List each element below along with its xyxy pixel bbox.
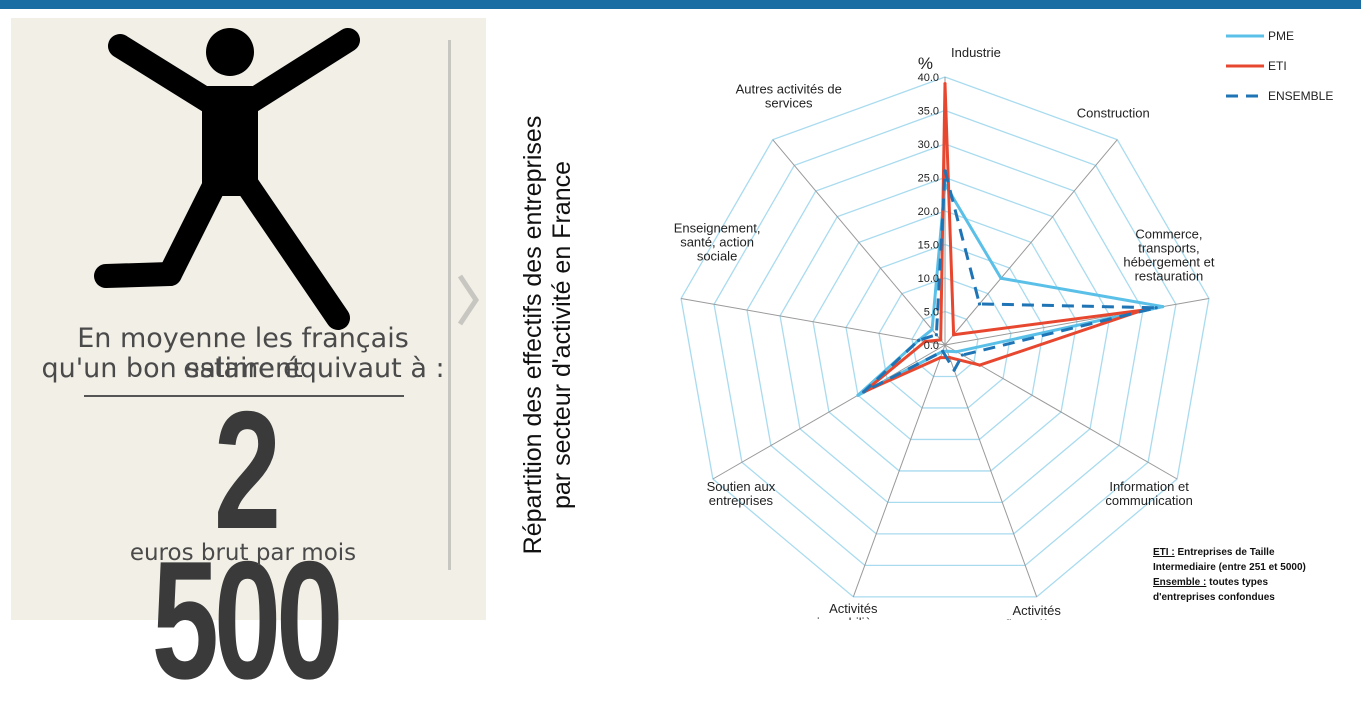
chart-footnote: ETI : Entreprises de Taille Intermediair…: [1153, 545, 1361, 605]
category-label-6: Soutien aux entreprises: [707, 479, 776, 508]
legend-label-ensemble: ENSEMBLE: [1268, 89, 1333, 103]
legend-label-pme: PME: [1268, 29, 1294, 43]
point-eti-8: [939, 338, 943, 342]
tick-label-2: 10.0: [918, 273, 939, 285]
spoke-7: [680, 297, 946, 346]
point-pme-3: [955, 350, 959, 354]
salary-unit: euros brut par mois: [129, 540, 357, 566]
point-eti-7: [923, 339, 927, 344]
statement-rule: [84, 395, 404, 397]
point-pme-1: [999, 276, 1003, 280]
point-ensemble-2: [1154, 306, 1158, 310]
point-ensemble-3: [960, 353, 965, 357]
tick-label-8: 40.0: [918, 72, 939, 84]
category-label-7: Enseignement, santé, action sociale: [674, 220, 761, 263]
legend-label-eti: ETI: [1268, 59, 1287, 73]
category-label-5: Activitésimmobilières: [817, 601, 890, 620]
point-pme-8: [930, 328, 934, 332]
grid-ring-5: [779, 176, 1111, 504]
tick-label-5: 25.0: [918, 173, 939, 185]
point-eti-1: [952, 333, 956, 337]
point-eti-5: [938, 355, 943, 360]
jumping-person-icon: [94, 28, 360, 330]
statement-line-1: En moyenne les français estiment: [77, 323, 409, 384]
tick-label-4: 20.0: [918, 206, 939, 218]
tick-label-1: 5.0: [924, 307, 939, 319]
note-eti-def2: Intermediaire (entre 251 et 5000): [1153, 562, 1306, 573]
series-ensemble-line: [862, 169, 1158, 394]
category-label-0: Industrie: [951, 45, 1001, 60]
tick-label-0: 0.0: [924, 340, 939, 352]
point-pme-2: [1161, 305, 1165, 309]
point-ensemble-7: [917, 338, 921, 342]
axis-unit: %: [918, 54, 933, 73]
tick-label-7: 35.0: [918, 106, 939, 118]
series-pme-line: [856, 182, 1165, 397]
point-pme-6: [856, 393, 860, 397]
point-ensemble-4: [952, 368, 956, 372]
grid-ring-6: [746, 143, 1144, 535]
tick-label-3: 15.0: [918, 240, 939, 252]
spoke-2: [944, 297, 1210, 346]
point-pme-4: [945, 349, 949, 353]
category-label-8: Autres activités de services: [736, 82, 842, 111]
note-ensemble-term: Ensemble :: [1153, 577, 1207, 588]
note-eti-def1: Entreprises de Taille: [1174, 547, 1275, 558]
spoke-1: [944, 139, 1118, 346]
tick-label-6: 30.0: [918, 139, 939, 151]
grid-ring-8: [680, 76, 1210, 598]
category-label-3: Information et communication: [1105, 479, 1192, 508]
point-eti-3: [978, 363, 982, 367]
spoke-5: [852, 344, 946, 598]
grid-ring-4: [812, 210, 1078, 472]
spoke-6: [712, 344, 946, 480]
category-label-4: Activitésfinancières: [1005, 603, 1068, 620]
note-eti-term: ETI :: [1153, 547, 1175, 558]
grid-ring-3: [845, 243, 1045, 441]
radar-chart: 0.0 5.0 10.0 15.0 20.0 25.0 30.0 35.0 40.0% Indus…: [674, 29, 1334, 620]
point-eti-0: [943, 82, 947, 86]
grid-ring-2: [878, 277, 1012, 409]
note-ensemble-def1: toutes types: [1206, 577, 1269, 588]
spoke-8: [772, 139, 946, 346]
grid-ring-7: [713, 109, 1177, 567]
statement-line-2: qu'un bon salaire équivaut à :: [41, 353, 445, 384]
point-ensemble-0: [943, 169, 947, 173]
point-ensemble-8: [934, 333, 938, 337]
point-ensemble-5: [941, 349, 945, 353]
top-accent-bar: [0, 0, 1361, 9]
chevron-right-icon: [457, 274, 480, 326]
point-ensemble-6: [862, 390, 866, 394]
point-eti-4: [947, 355, 952, 360]
grid-ring-1: [911, 310, 979, 378]
point-ensemble-1: [977, 302, 982, 306]
category-label-2: Commerce, transports, hébergement et restau…: [1123, 226, 1214, 283]
note-ensemble-def2: d'entreprises confondues: [1153, 592, 1275, 603]
category-label-1: Construction: [1077, 106, 1150, 121]
spoke-3: [944, 344, 1178, 480]
spoke-4: [944, 344, 1038, 598]
panel-divider: [448, 40, 451, 570]
